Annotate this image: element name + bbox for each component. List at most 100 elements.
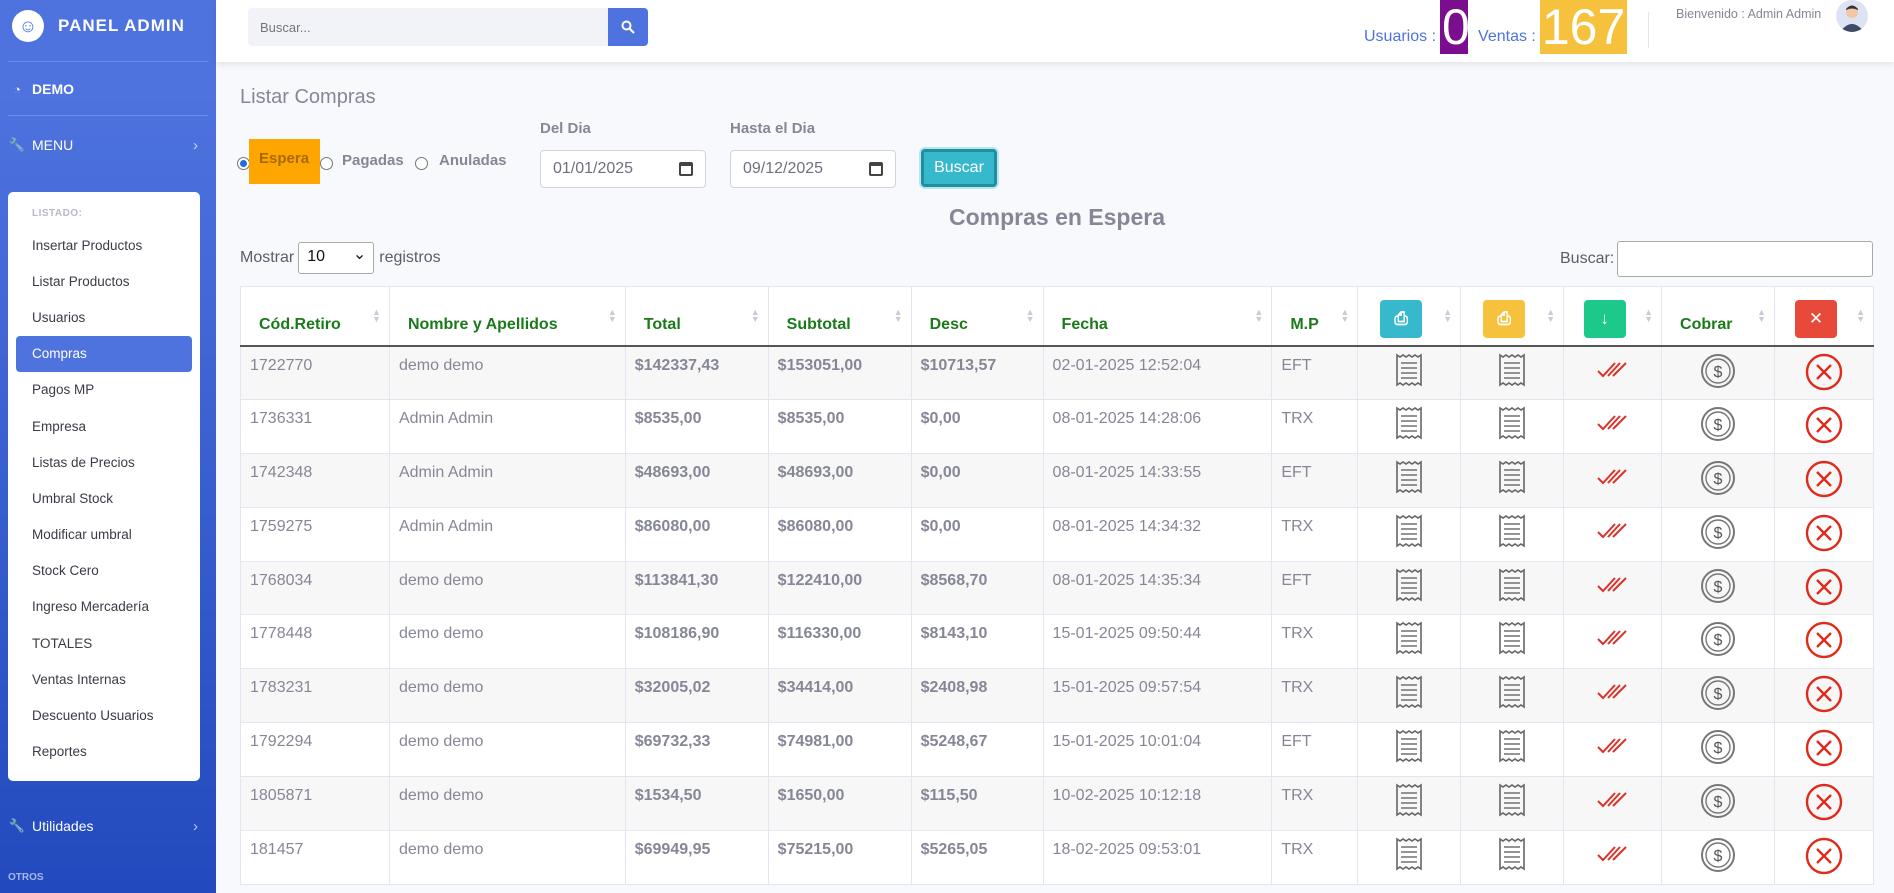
to-date-input[interactable]: 09/12/2025 <box>730 150 896 188</box>
radio-anuladas-label[interactable]: Anuladas <box>439 152 507 169</box>
dollar-coin-icon[interactable]: $ <box>1700 676 1736 715</box>
close-circle-icon[interactable] <box>1805 460 1843 502</box>
receipt-icon[interactable] <box>1394 353 1424 391</box>
close-circle-icon[interactable] <box>1805 730 1843 771</box>
double-check-icon[interactable] <box>1596 415 1630 436</box>
close-circle-icon[interactable] <box>1805 837 1843 879</box>
sidebar-item-empresa[interactable]: Empresa <box>32 418 87 434</box>
welcome-text[interactable]: Bienvenido : Admin Admin <box>1676 7 1822 21</box>
dollar-coin-icon[interactable]: $ <box>1700 784 1736 823</box>
col-total[interactable]: Total ▲ ▼ <box>624 286 769 347</box>
sidebar-item-listas-de-precios[interactable]: Listas de Precios <box>32 454 135 470</box>
dollar-coin-icon[interactable]: $ <box>1700 353 1736 393</box>
col-desc[interactable]: Desc ▲ ▼ <box>910 286 1044 347</box>
nav-menu[interactable]: 🔧 MENU › <box>0 125 216 165</box>
receipt-icon[interactable] <box>1497 729 1527 767</box>
receipt-icon[interactable] <box>1497 621 1527 659</box>
receipt-icon[interactable] <box>1394 729 1424 767</box>
dollar-coin-icon[interactable]: $ <box>1700 514 1736 554</box>
close-circle-icon[interactable] <box>1805 676 1843 717</box>
receipt-icon[interactable] <box>1394 568 1424 606</box>
double-check-icon[interactable] <box>1596 846 1630 867</box>
receipt-icon[interactable] <box>1497 783 1527 821</box>
sidebar-item-umbral-stock[interactable]: Umbral Stock <box>32 490 114 506</box>
col-mp[interactable]: M.P ▲ ▼ <box>1271 286 1359 347</box>
table-search-input[interactable] <box>1617 241 1874 277</box>
double-check-icon[interactable] <box>1596 792 1630 813</box>
double-check-icon[interactable] <box>1596 576 1630 598</box>
dollar-coin-icon[interactable]: $ <box>1700 460 1736 500</box>
col-nombre[interactable]: Nombre y Apellidos ▲ ▼ <box>388 286 626 347</box>
sidebar-item-ventas-internas[interactable]: Ventas Internas <box>32 671 126 687</box>
search-button[interactable] <box>608 8 648 46</box>
sidebar-item-reportes[interactable]: Reportes <box>32 744 87 760</box>
receipt-icon[interactable] <box>1497 568 1527 606</box>
close-circle-icon[interactable] <box>1805 783 1843 825</box>
dollar-coin-icon[interactable]: $ <box>1700 568 1736 608</box>
receipt-icon[interactable] <box>1497 514 1527 552</box>
receipt-icon[interactable] <box>1497 675 1527 713</box>
buscar-button[interactable]: Buscar <box>921 149 997 187</box>
sidebar-item-totales[interactable]: TOTALES <box>32 635 93 651</box>
close-circle-icon[interactable] <box>1805 514 1843 556</box>
col-delete[interactable]: ✕ ▲ ▼ <box>1774 286 1874 347</box>
radio-espera-label[interactable]: Espera <box>249 139 320 184</box>
double-check-icon[interactable] <box>1596 522 1630 544</box>
radio-pagadas-label[interactable]: Pagadas <box>342 152 404 169</box>
from-date-input[interactable]: 01/01/2025 <box>540 150 706 188</box>
sidebar-item-insertar-productos[interactable]: Insertar Productos <box>32 237 143 253</box>
double-check-icon[interactable] <box>1596 684 1630 705</box>
dollar-coin-icon[interactable]: $ <box>1700 730 1736 769</box>
receipt-icon[interactable] <box>1394 460 1424 498</box>
page-size-select[interactable]: 10 <box>298 242 375 274</box>
col-download[interactable]: ↓ ▲ ▼ <box>1563 286 1663 347</box>
receipt-icon[interactable] <box>1394 837 1424 875</box>
print-icon[interactable]: ⎙ <box>1483 300 1526 339</box>
receipt-icon[interactable] <box>1497 353 1527 391</box>
sidebar-item-usuarios[interactable]: Usuarios <box>32 309 86 325</box>
double-check-icon[interactable] <box>1596 361 1630 383</box>
close-circle-icon[interactable] <box>1805 622 1843 663</box>
print-receipt-cell <box>1357 830 1462 885</box>
dollar-coin-icon[interactable]: $ <box>1700 622 1736 661</box>
receipt-icon[interactable] <box>1394 783 1424 821</box>
col-subtotal[interactable]: Subtotal ▲ ▼ <box>767 286 912 347</box>
col-cobrar[interactable]: Cobrar ▲ ▼ <box>1661 286 1775 347</box>
receipt-icon[interactable] <box>1394 621 1424 659</box>
receipt-icon[interactable] <box>1497 406 1527 444</box>
close-circle-icon[interactable] <box>1805 568 1843 610</box>
col-fecha[interactable]: Fecha ▲ ▼ <box>1042 286 1273 347</box>
nav-utilidades[interactable]: 🔧 Utilidades › <box>0 806 216 846</box>
sidebar-item-ingreso-mercaderia[interactable]: Ingreso Mercadería <box>32 599 150 615</box>
sidebar-item-compras[interactable]: Compras <box>16 335 192 372</box>
sidebar-item-pagos-mp[interactable]: Pagos MP <box>32 382 95 398</box>
receipt-icon[interactable] <box>1394 514 1424 552</box>
avatar[interactable] <box>1836 0 1868 32</box>
dollar-coin-icon[interactable]: $ <box>1700 838 1736 877</box>
close-circle-icon[interactable] <box>1805 406 1843 448</box>
sidebar-item-modificar-umbral[interactable]: Modificar umbral <box>32 527 132 543</box>
col-cod-retiro[interactable]: Cód.Retiro ▲ ▼ <box>240 286 390 347</box>
double-check-icon[interactable] <box>1596 469 1630 490</box>
dollar-coin-icon[interactable]: $ <box>1700 406 1736 446</box>
col-print-warning[interactable]: ⎙ ▲ ▼ <box>1460 286 1565 347</box>
close-circle-icon[interactable] <box>1805 353 1843 395</box>
nav-demo[interactable]: ◔ DEMO <box>0 71 216 107</box>
search-input[interactable] <box>248 8 608 46</box>
sidebar-item-listar-productos[interactable]: Listar Productos <box>32 273 130 289</box>
double-check-icon[interactable] <box>1596 630 1630 651</box>
col-print-info[interactable]: ⎙ ▲ ▼ <box>1357 286 1462 347</box>
radio-anuladas[interactable] <box>415 157 428 170</box>
receipt-icon[interactable] <box>1394 406 1424 444</box>
arrow-down-icon[interactable]: ↓ <box>1583 300 1626 339</box>
sidebar-item-descuento-usuarios[interactable]: Descuento Usuarios <box>32 708 154 724</box>
radio-pagadas[interactable] <box>320 157 333 170</box>
brand[interactable]: ☺ PANEL ADMIN <box>0 0 216 52</box>
receipt-icon[interactable] <box>1497 460 1527 498</box>
receipt-icon[interactable] <box>1394 675 1424 713</box>
double-check-icon[interactable] <box>1596 738 1630 759</box>
print-icon[interactable]: ⎙ <box>1380 300 1423 339</box>
receipt-icon[interactable] <box>1497 837 1527 875</box>
close-icon[interactable]: ✕ <box>1795 300 1837 339</box>
sidebar-item-stock-cero[interactable]: Stock Cero <box>32 563 99 579</box>
